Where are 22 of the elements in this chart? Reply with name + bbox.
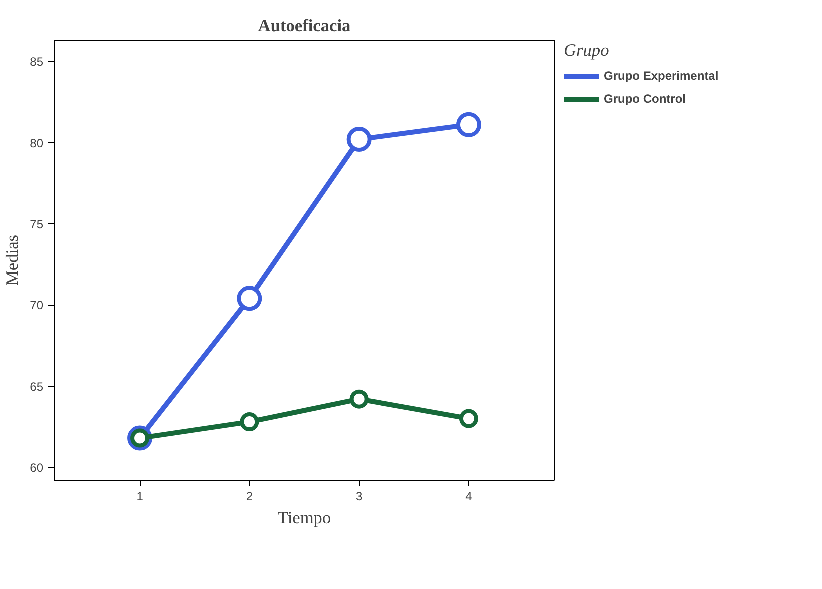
point — [350, 390, 369, 409]
point — [346, 127, 372, 152]
y-tick-label: 60 — [30, 461, 44, 476]
chart-title: Autoeficacia — [258, 16, 352, 36]
x-tick-label: 4 — [466, 490, 473, 504]
point — [456, 112, 482, 138]
y-tick-label: 80 — [30, 136, 44, 150]
x-tick-label: 3 — [356, 490, 363, 504]
legend-label: Grupo Control — [604, 92, 686, 106]
y-tick-label: 65 — [30, 380, 44, 394]
point — [459, 409, 478, 428]
x-axis-title: Tiempo — [278, 508, 332, 528]
x-tick-label: 2 — [246, 490, 254, 504]
point — [237, 286, 262, 312]
legend-label: Grupo Experimental — [604, 69, 719, 83]
y-axis-title: Medias — [3, 234, 22, 286]
y-tick-label: 70 — [30, 298, 44, 313]
y-tick-label: 75 — [30, 217, 44, 232]
x-tick-label: 1 — [136, 490, 144, 504]
y-tick-label: 85 — [30, 55, 44, 70]
legend-title: Grupo — [564, 41, 610, 61]
point — [240, 412, 260, 432]
